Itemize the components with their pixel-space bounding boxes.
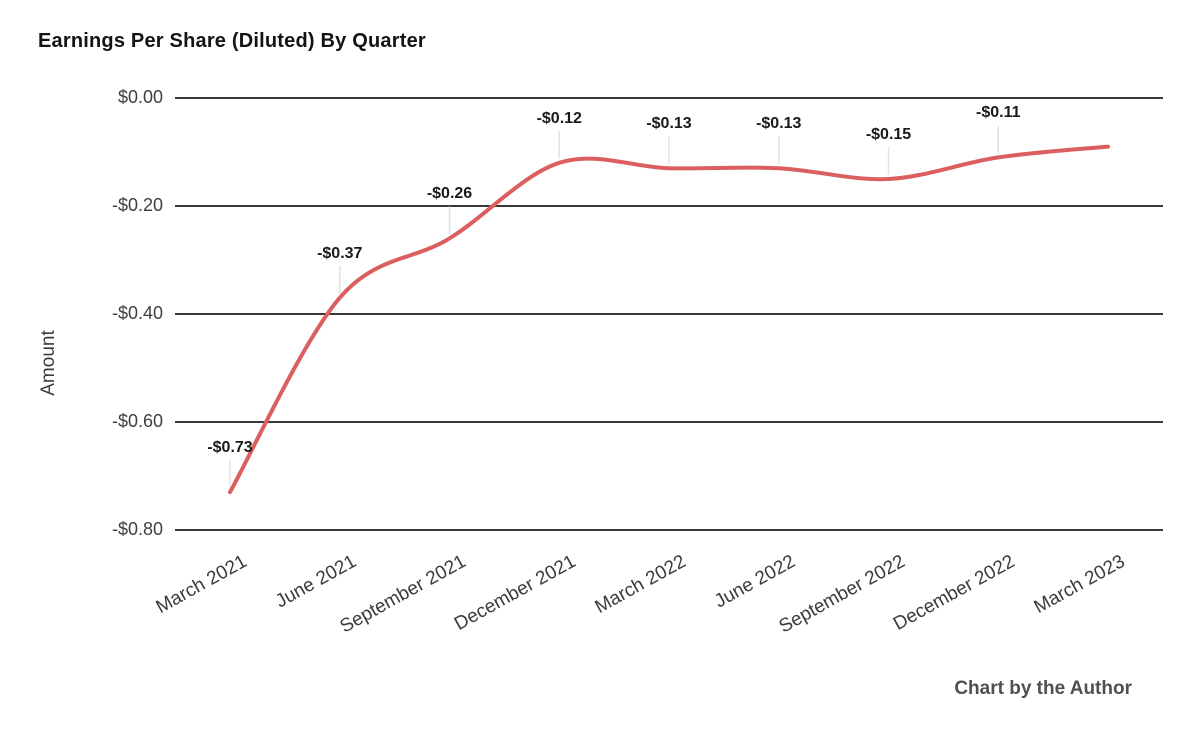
data-point-label: -$0.15: [865, 126, 912, 143]
data-point-label: -$0.11: [976, 104, 1021, 122]
y-tick-label: -$0.80: [111, 519, 163, 539]
data-point-label: -$0.73: [207, 439, 253, 457]
y-tick-label: $0.00: [117, 87, 163, 107]
y-tick-label: -$0.60: [111, 411, 163, 431]
y-tick-label: -$0.40: [111, 303, 163, 323]
data-point-label: -$0.26: [426, 185, 473, 203]
y-tick-label: -$0.20: [111, 195, 163, 215]
chart-title: Earnings Per Share (Diluted) By Quarter: [38, 30, 426, 52]
chart-credit: Chart by the Author: [954, 678, 1132, 699]
data-point-label: -$0.12: [536, 109, 582, 127]
series-line: [228, 144, 1110, 495]
data-point-label: -$0.13: [756, 115, 802, 133]
data-point-label: -$0.13: [646, 115, 692, 133]
data-point-label: -$0.37: [317, 244, 363, 262]
